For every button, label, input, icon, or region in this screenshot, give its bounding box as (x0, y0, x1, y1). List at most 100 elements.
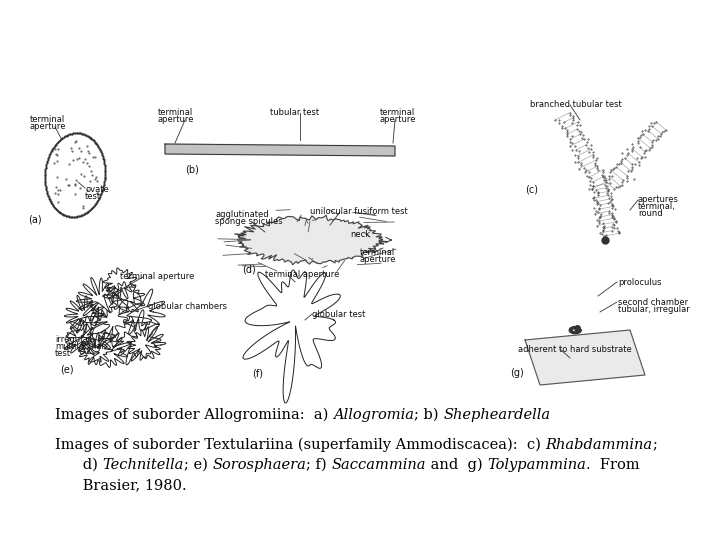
Point (76, 130, 88, 138)
Point (75, 129, 86, 138)
Text: terminal: terminal (158, 108, 193, 117)
Point (99, 164, 111, 172)
Point (58, 211, 70, 219)
Point (40, 166, 51, 174)
Point (97, 185, 109, 193)
Text: round: round (638, 209, 662, 218)
Point (86, 204, 97, 213)
Point (60, 212, 72, 220)
Text: neck: neck (350, 230, 370, 239)
Point (99, 162, 111, 171)
Point (89, 201, 101, 210)
Point (55, 209, 67, 218)
Point (92, 142, 104, 151)
Point (85, 134, 96, 143)
Text: Sorosphaera: Sorosphaera (212, 458, 306, 472)
Point (67, 129, 78, 138)
Text: terminal: terminal (380, 108, 415, 117)
Text: unilocular fusiform test: unilocular fusiform test (310, 207, 408, 216)
Point (58, 133, 69, 142)
Point (43, 152, 55, 161)
Point (99, 173, 111, 182)
Polygon shape (165, 144, 395, 156)
Point (86, 134, 97, 143)
Point (48, 144, 59, 152)
Point (93, 143, 104, 152)
Point (62, 212, 73, 220)
Point (84, 133, 96, 141)
Point (64, 212, 76, 221)
Point (66, 129, 78, 138)
Point (71, 129, 82, 137)
Point (39, 174, 50, 183)
Point (40, 178, 51, 187)
Point (54, 136, 66, 145)
Point (47, 144, 58, 153)
Text: agglutinated: agglutinated (215, 210, 269, 219)
Point (50, 204, 61, 213)
Point (68, 213, 80, 221)
Text: ; b): ; b) (414, 408, 443, 422)
Text: sponge spicules: sponge spicules (215, 217, 283, 226)
Point (72, 129, 84, 137)
Point (98, 180, 109, 189)
Point (64, 130, 76, 139)
Point (73, 212, 85, 220)
Text: multilocular: multilocular (55, 342, 105, 351)
Point (42, 191, 53, 199)
Point (45, 148, 56, 157)
Point (94, 192, 106, 200)
Point (39, 171, 50, 180)
Point (73, 129, 85, 138)
Point (93, 194, 104, 203)
Point (96, 151, 108, 159)
Point (78, 130, 89, 138)
Point (89, 201, 100, 210)
Point (99, 169, 111, 178)
Point (94, 145, 106, 154)
Point (40, 163, 52, 172)
Point (87, 136, 99, 144)
Point (82, 132, 94, 140)
Point (96, 188, 107, 197)
Point (95, 190, 107, 198)
Point (81, 208, 93, 217)
Point (80, 209, 91, 218)
Point (46, 200, 58, 208)
Point (55, 134, 67, 143)
Point (79, 210, 91, 218)
Point (99, 175, 110, 184)
Point (99, 165, 111, 173)
Point (48, 201, 59, 210)
Text: Tolypammina: Tolypammina (487, 458, 586, 472)
Point (40, 181, 51, 190)
Point (68, 129, 79, 138)
Text: ovate: ovate (85, 185, 109, 194)
Point (89, 137, 100, 146)
Point (96, 185, 108, 194)
Point (47, 145, 58, 153)
Point (94, 144, 105, 152)
Text: tubular, irregular: tubular, irregular (618, 305, 690, 314)
Point (99, 166, 111, 175)
Point (81, 131, 92, 140)
Point (40, 185, 52, 194)
Point (72, 212, 84, 221)
Point (99, 167, 111, 176)
Point (99, 159, 110, 167)
Point (61, 131, 73, 140)
Point (73, 212, 84, 221)
Point (98, 179, 109, 188)
Point (93, 143, 104, 151)
Point (41, 158, 53, 167)
Point (60, 132, 72, 140)
Point (73, 129, 84, 138)
Point (76, 211, 87, 220)
Text: (b): (b) (185, 165, 199, 175)
Point (66, 213, 78, 221)
Text: Brasier, 1980.: Brasier, 1980. (55, 478, 186, 492)
Point (42, 191, 54, 200)
Point (95, 190, 107, 199)
Point (63, 130, 75, 139)
Point (63, 212, 75, 221)
